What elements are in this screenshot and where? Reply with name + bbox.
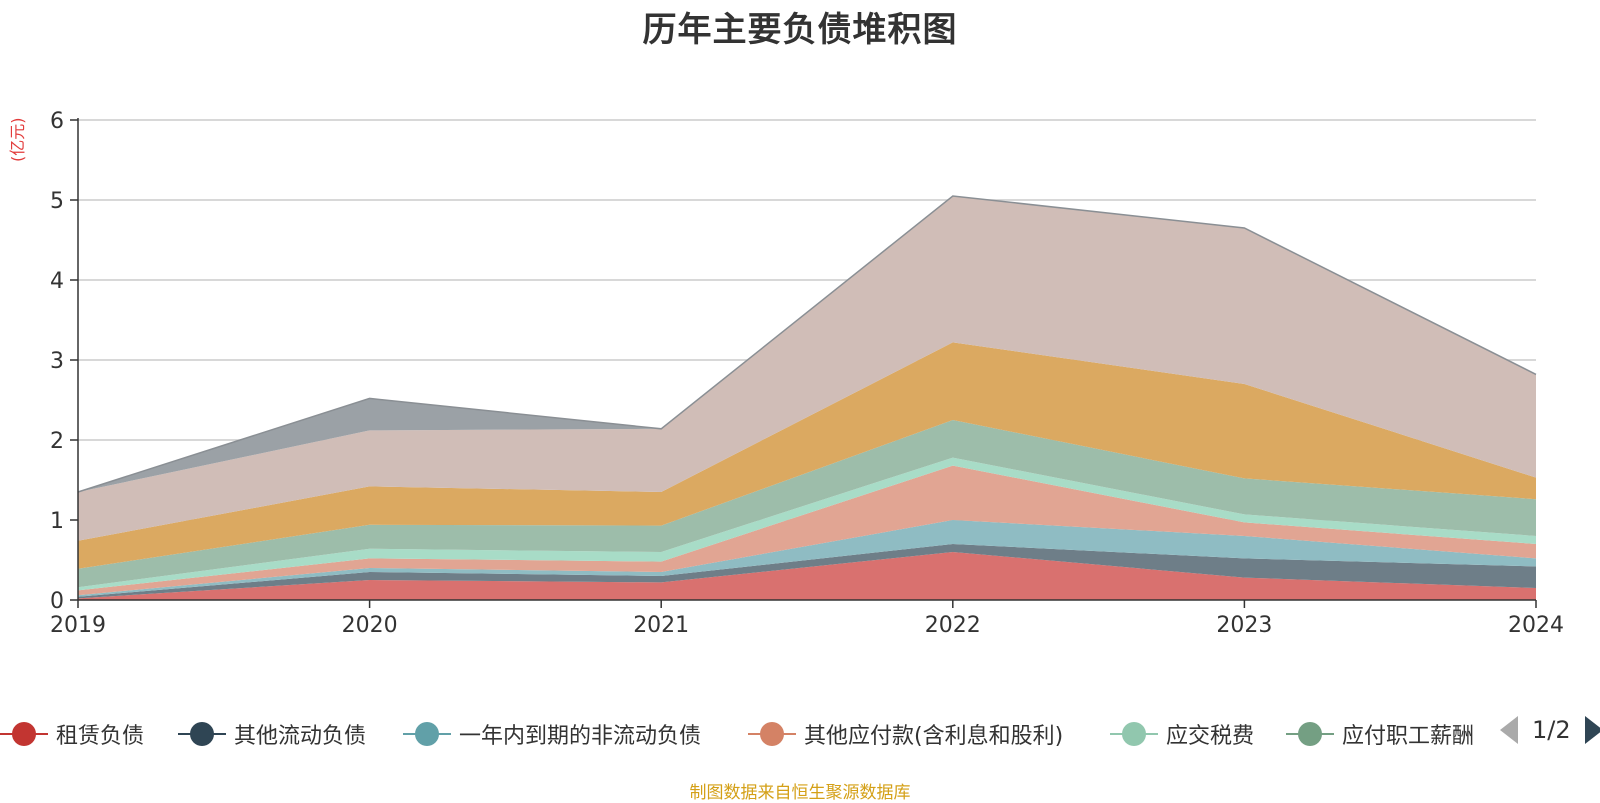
chart-title: 历年主要负债堆积图 xyxy=(642,10,958,50)
axes: 0 1 2 3 4 5 6 2019 2020 2021 2022 2023 2024 xyxy=(50,109,1564,638)
legend-label: 一年内到期的非流动负债 xyxy=(459,724,702,749)
area-series xyxy=(77,195,1537,600)
legend-item-0[interactable]: 租赁负债 xyxy=(0,714,144,754)
legend-item-2[interactable]: 一年内到期的非流动负债 xyxy=(403,714,701,754)
legend-marker-icon xyxy=(403,721,451,747)
area-1 xyxy=(78,544,1536,599)
legend-label: 其他流动负债 xyxy=(234,724,367,749)
legend-marker-icon xyxy=(748,721,796,747)
legend-label: 应交税费 xyxy=(1166,724,1255,749)
x-tick-label: 2023 xyxy=(1216,613,1272,638)
legend-label: 租赁负债 xyxy=(56,724,145,749)
legend-marker-icon xyxy=(1286,721,1334,747)
x-tick-label: 2020 xyxy=(342,613,398,638)
legend-item-4[interactable]: 应交税费 xyxy=(1110,714,1254,754)
y-tick-label: 5 xyxy=(50,189,64,214)
area-5 xyxy=(78,420,1536,588)
total-outline xyxy=(77,195,1537,493)
legend-label: 应付职工薪酬 xyxy=(1342,724,1475,749)
y-tick-label: 2 xyxy=(50,429,64,454)
area-0 xyxy=(78,552,1536,600)
data-source-note: 制图数据来自恒生聚源数据库 xyxy=(689,783,911,803)
y-tick-label: 6 xyxy=(50,109,64,134)
area-3 xyxy=(78,465,1536,596)
area-6 xyxy=(78,342,1536,569)
legend-item-5[interactable]: 应付职工薪酬 xyxy=(1286,714,1474,754)
x-tick-label: 2019 xyxy=(50,613,106,638)
y-tick-label: 4 xyxy=(50,269,64,294)
legend-marker-icon xyxy=(0,721,48,747)
x-tick-label: 2021 xyxy=(633,613,689,638)
area-8 xyxy=(78,196,1536,492)
legend-marker-icon xyxy=(1110,721,1158,747)
y-tick-label: 3 xyxy=(50,349,64,374)
legend-label: 其他应付款(含利息和股利) xyxy=(804,724,1064,749)
y-tick-label: 1 xyxy=(50,509,64,534)
next-page-icon[interactable] xyxy=(1584,716,1600,744)
legend-page-indicator: 1/2 xyxy=(1532,716,1571,744)
legend-item-1[interactable]: 其他流动负债 xyxy=(178,714,366,754)
legend-marker-icon xyxy=(178,721,226,747)
prev-page-icon[interactable] xyxy=(1500,716,1518,744)
x-tick-label: 2022 xyxy=(925,613,981,638)
y-tick-label: 0 xyxy=(50,589,64,614)
area-7 xyxy=(78,196,1536,541)
x-tick-label: 2024 xyxy=(1508,613,1564,638)
legend-item-3[interactable]: 其他应付款(含利息和股利) xyxy=(748,714,1063,754)
area-2 xyxy=(78,520,1536,597)
legend: 租赁负债 其他流动负债 一年内到期的非流动负债 其他应付款(含利息和股利) 应交… xyxy=(0,714,1482,754)
area-4 xyxy=(78,457,1536,591)
legend-pager: 1/2 xyxy=(1500,716,1600,744)
